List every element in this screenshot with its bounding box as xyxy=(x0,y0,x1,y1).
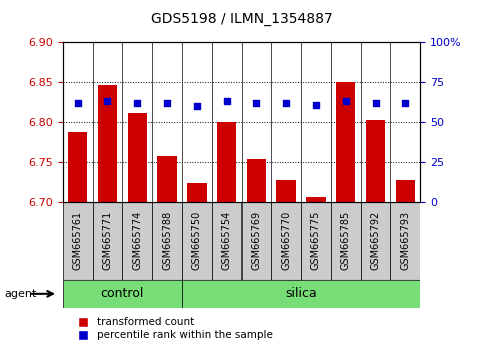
Bar xyxy=(331,202,361,280)
Text: GSM665750: GSM665750 xyxy=(192,211,202,270)
Text: GSM665788: GSM665788 xyxy=(162,211,172,270)
Point xyxy=(133,100,141,106)
Text: GSM665793: GSM665793 xyxy=(400,211,411,270)
Bar xyxy=(98,85,117,202)
Text: silica: silica xyxy=(285,287,317,300)
Point xyxy=(193,103,201,109)
Bar xyxy=(122,202,152,280)
Text: GSM665775: GSM665775 xyxy=(311,211,321,270)
Bar xyxy=(271,202,301,280)
Point xyxy=(253,100,260,106)
Text: GDS5198 / ILMN_1354887: GDS5198 / ILMN_1354887 xyxy=(151,12,332,27)
Point xyxy=(104,98,112,104)
Bar xyxy=(157,156,177,202)
Point xyxy=(223,98,230,104)
Text: GSM665774: GSM665774 xyxy=(132,211,142,270)
Bar xyxy=(63,202,93,280)
Bar xyxy=(276,180,296,202)
Point xyxy=(372,100,380,106)
Text: control: control xyxy=(100,287,144,300)
Bar xyxy=(396,180,415,202)
Text: GSM665792: GSM665792 xyxy=(370,211,381,270)
Point xyxy=(401,100,409,106)
Bar xyxy=(152,202,182,280)
Legend: transformed count, percentile rank within the sample: transformed count, percentile rank withi… xyxy=(68,313,277,345)
Bar xyxy=(93,202,122,280)
Text: GSM665754: GSM665754 xyxy=(222,211,232,270)
Bar xyxy=(63,280,182,308)
Bar xyxy=(306,197,326,202)
Bar xyxy=(361,202,390,280)
Text: GSM665785: GSM665785 xyxy=(341,211,351,270)
Bar xyxy=(390,202,420,280)
Point xyxy=(282,100,290,106)
Text: GSM665769: GSM665769 xyxy=(251,211,261,270)
Text: GSM665771: GSM665771 xyxy=(102,211,113,270)
Bar xyxy=(242,202,271,280)
Point xyxy=(342,98,350,104)
Bar xyxy=(212,202,242,280)
Bar xyxy=(128,113,147,202)
Bar xyxy=(187,183,207,202)
Text: agent: agent xyxy=(5,289,37,299)
Bar xyxy=(247,159,266,202)
Bar xyxy=(68,132,87,202)
Point xyxy=(163,100,171,106)
Bar xyxy=(336,81,355,202)
Bar xyxy=(366,120,385,202)
Bar xyxy=(301,202,331,280)
Bar xyxy=(182,202,212,280)
Bar xyxy=(217,122,236,202)
Text: GSM665761: GSM665761 xyxy=(72,211,83,270)
Bar xyxy=(182,280,420,308)
Point xyxy=(312,102,320,107)
Text: GSM665770: GSM665770 xyxy=(281,211,291,270)
Point xyxy=(74,100,82,106)
